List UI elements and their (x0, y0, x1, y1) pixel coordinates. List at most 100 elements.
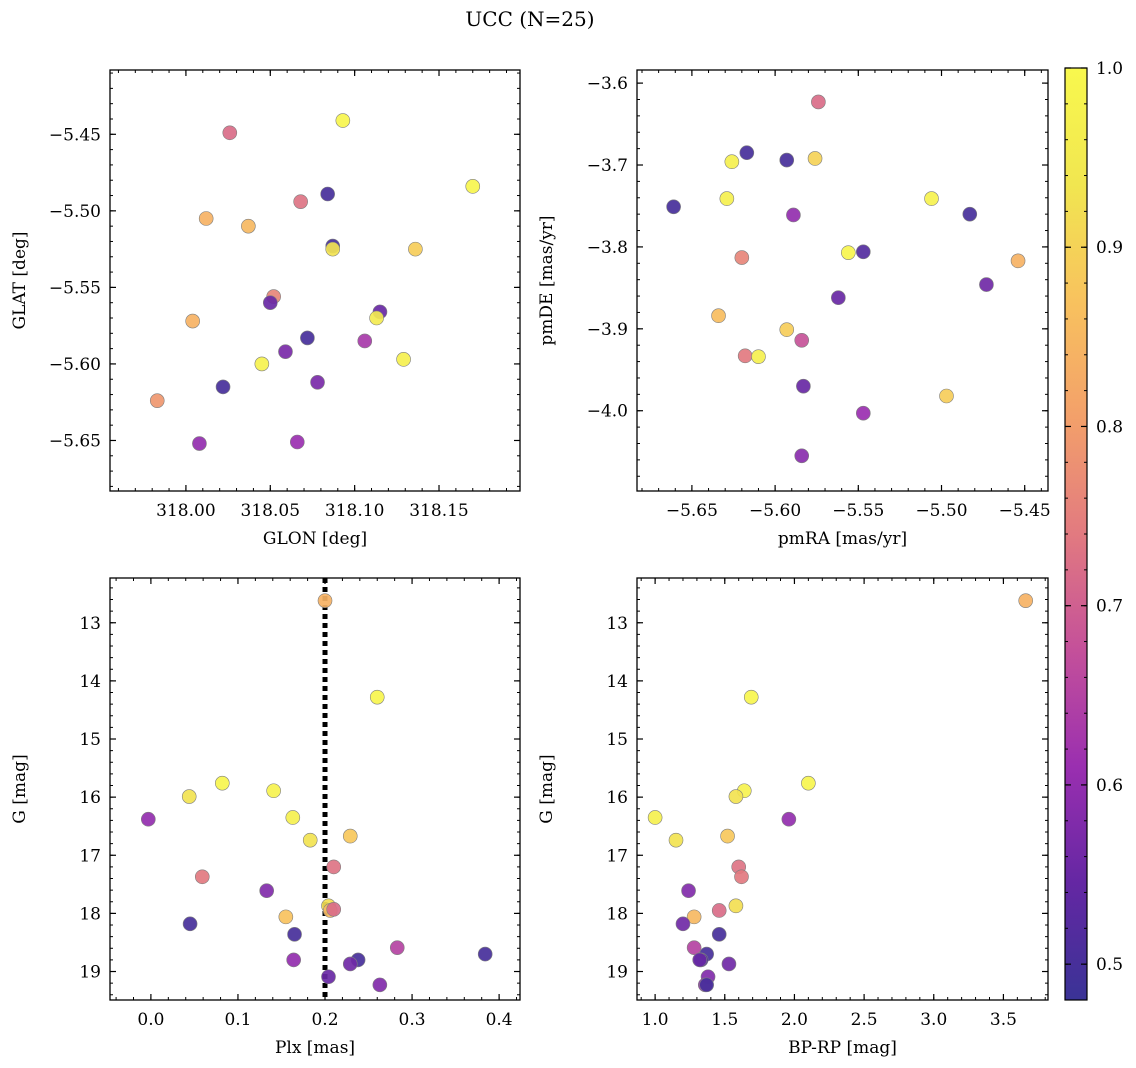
figure-suptitle: UCC (N=25) (465, 7, 594, 31)
scatter-point (721, 956, 737, 972)
scatter-point (369, 310, 384, 326)
scatter-point (686, 909, 702, 925)
x-axis-label: BP-RP [mag] (788, 1038, 897, 1058)
scatter-point (222, 125, 238, 141)
axes-frame (109, 69, 521, 492)
scatter-point (796, 378, 811, 394)
scatter-point (686, 940, 702, 955)
scatter-point (477, 946, 493, 962)
scatter-point (254, 356, 270, 372)
scatter-point (743, 689, 759, 705)
x-axis-label: GLON [deg] (263, 529, 367, 549)
x-tick-label: −5.45 (999, 501, 1051, 521)
y-tick-label: −5.45 (49, 125, 101, 145)
scatter-point (811, 94, 826, 110)
scatter-point (389, 940, 405, 955)
scatter-point (342, 956, 358, 972)
colorbar-tick-label: 0.8 (1096, 417, 1123, 437)
x-tick-label: −5.55 (832, 501, 884, 521)
scatter-point (668, 832, 684, 848)
scatter-point (141, 811, 156, 827)
scatter-point (681, 883, 696, 899)
colorbar-tick-label: 1.0 (1096, 59, 1123, 79)
colorbar: 0.5 0.6 0.7 0.8 0.9 1.0 (1064, 59, 1123, 1001)
scatter-point (924, 191, 939, 206)
colorbar-bar (1064, 67, 1088, 1001)
x-axis-label: Plx [mas] (275, 1038, 355, 1058)
x-tick-label: −5.50 (915, 501, 967, 521)
x-tick-label: −5.65 (666, 501, 718, 521)
scatter-point (751, 349, 766, 364)
scatter-point (287, 927, 302, 942)
scatter-point (739, 145, 755, 161)
y-axis-label: G [mag] (10, 754, 30, 823)
y-tick-label: −3.7 (587, 156, 628, 176)
y-axis-label: pmDE [mas/yr] (537, 215, 557, 345)
scatter-point (692, 952, 707, 968)
y-tick-label: 15 (79, 730, 101, 750)
scatter-point (1018, 593, 1034, 608)
x-tick-label: 318.00 (156, 501, 215, 521)
scatter-point (841, 245, 856, 260)
x-tick-label: 0.4 (486, 1010, 513, 1030)
y-tick-label: 14 (606, 672, 628, 692)
y-tick-label: 17 (79, 846, 101, 866)
colorbar-tick-label: 0.6 (1096, 776, 1123, 796)
scatter-point (302, 832, 318, 848)
scatter-point (289, 434, 305, 450)
scatter-point (801, 775, 816, 791)
colorbar-tick-label: 0.9 (1096, 238, 1123, 258)
scatter-point (185, 313, 200, 329)
y-tick-label: 15 (606, 730, 628, 750)
y-tick-label: 13 (606, 614, 628, 634)
scatter-point (214, 775, 230, 791)
y-tick-label: 17 (606, 846, 628, 866)
y-tick-label: −5.55 (49, 278, 101, 298)
scatter-point (734, 250, 750, 265)
scatter-point (342, 828, 358, 844)
scatter-point (711, 308, 726, 324)
x-axis-label: pmRA [mas/yr] (778, 529, 907, 549)
scatter-point (734, 869, 749, 885)
scatter-point (215, 379, 231, 395)
axes-frame (109, 577, 521, 1001)
scatter-point (325, 241, 341, 257)
scatter-point (310, 375, 325, 390)
x-tick-label: 2.5 (851, 1010, 878, 1030)
scatter-point (266, 783, 281, 799)
x-tick-label: 0.1 (224, 1010, 251, 1030)
scatter-point (794, 448, 810, 464)
scatter-point (855, 405, 871, 421)
scatter-point (326, 902, 342, 917)
y-tick-label: −5.65 (49, 431, 101, 451)
scatter-point (369, 689, 385, 705)
scatter-point (720, 828, 735, 844)
scatter-point (320, 186, 335, 202)
scatter-point (259, 883, 274, 899)
scatter-point (300, 330, 315, 346)
scatter-point (241, 218, 256, 234)
scatter-point (149, 393, 165, 408)
x-tick-label: 318.05 (241, 501, 300, 521)
y-tick-label: −3.8 (587, 238, 628, 258)
scatter-point (728, 898, 744, 914)
scatter-point (711, 927, 727, 942)
scatter-point (807, 151, 823, 166)
scatter-point (321, 969, 336, 985)
scatter-point (779, 152, 795, 168)
scatter-point (786, 207, 801, 223)
y-tick-label: −4.0 (587, 402, 628, 422)
y-axis-label: GLAT [deg] (10, 231, 30, 329)
scatter-point (182, 916, 198, 932)
scatter-point (711, 903, 727, 918)
scatter-point (737, 348, 753, 364)
scatter-point (408, 241, 423, 257)
x-tick-label: 1.0 (642, 1010, 669, 1030)
x-tick-label: 1.5 (711, 1010, 738, 1030)
scatter-point (781, 811, 797, 827)
scatter-point (699, 977, 714, 993)
scatter-point (293, 194, 308, 209)
scatter-point (666, 199, 681, 215)
scatter-point (647, 810, 663, 825)
y-tick-label: −3.9 (587, 320, 628, 340)
